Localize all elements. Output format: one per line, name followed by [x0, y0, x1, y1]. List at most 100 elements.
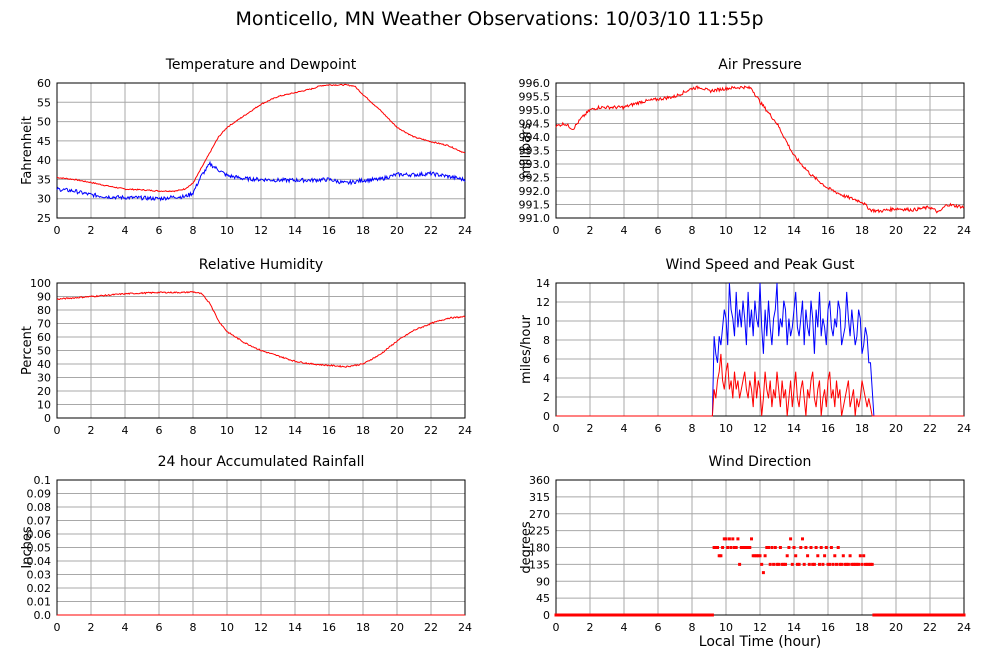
data-point	[722, 537, 726, 541]
y-axis-label: millibars	[519, 123, 534, 179]
data-point	[729, 546, 733, 549]
x-tick-label: 24	[458, 224, 472, 237]
y-axis-label: Fahrenheit	[20, 116, 35, 185]
series-wind-speed	[556, 353, 964, 417]
data-point	[760, 562, 764, 566]
y-axis-label: Percent	[20, 326, 35, 375]
x-tick-label: 16	[322, 424, 336, 437]
data-point	[787, 546, 791, 549]
data-point	[733, 546, 736, 549]
y-axis-label: Inches	[20, 526, 35, 568]
x-tick-label: 8	[190, 424, 197, 437]
data-point	[836, 546, 840, 549]
data-point	[819, 546, 823, 549]
y-tick-label: 45	[37, 135, 51, 148]
data-point	[838, 562, 842, 566]
x-tick-label: 10	[220, 224, 234, 237]
data-point	[770, 546, 774, 549]
x-tick-label: 2	[88, 424, 95, 437]
data-point	[784, 562, 787, 566]
data-point	[818, 562, 821, 566]
plot-frame	[555, 82, 965, 219]
data-point	[814, 546, 818, 549]
x-tick-label: 8	[689, 621, 696, 634]
y-tick-label: 2	[543, 391, 550, 404]
grid	[56, 282, 466, 419]
data-point	[780, 562, 784, 566]
x-tick-label: 16	[821, 422, 835, 435]
data-point	[794, 554, 798, 558]
x-tick-label: 20	[889, 621, 903, 634]
x-tick-label: 22	[424, 621, 438, 634]
x-tick-label: 6	[655, 621, 662, 634]
x-tick-label: 24	[957, 422, 971, 435]
data-point	[768, 562, 772, 566]
data-point	[857, 562, 861, 566]
data-point	[717, 554, 721, 558]
data-point	[763, 554, 767, 558]
data-point	[785, 554, 789, 558]
y-tick-label: 0.08	[27, 501, 52, 514]
data-point	[811, 562, 815, 566]
y-tick-label: 25	[37, 212, 51, 225]
x-tick-label: 16	[821, 621, 835, 634]
y-tick-label: 30	[37, 193, 51, 206]
x-tick-label: 20	[390, 621, 404, 634]
data-point	[863, 562, 867, 566]
chart-title: Wind Direction	[709, 454, 812, 470]
y-axis-label: degrees	[519, 521, 534, 574]
x-tick-label: 18	[356, 621, 370, 634]
y-tick-label: 60	[37, 77, 51, 90]
data-point	[756, 554, 760, 558]
y-tick-label: 90	[536, 575, 550, 588]
data-point	[860, 562, 864, 566]
data-point	[826, 562, 830, 566]
x-tick-label: 8	[689, 422, 696, 435]
data-point	[743, 546, 747, 549]
x-tick-label: 6	[156, 621, 163, 634]
series-relative-humidity	[56, 290, 466, 368]
y-tick-label: 991.0	[519, 212, 551, 225]
x-tick-label: 12	[254, 424, 268, 437]
x-tick-label: 24	[458, 621, 472, 634]
y-tick-label: 12	[536, 296, 550, 309]
y-tick-label: 40	[37, 154, 51, 167]
data-point	[710, 613, 714, 617]
x-tick-label: 10	[220, 621, 234, 634]
y-tick-label: 14	[536, 277, 550, 290]
y-tick-label: 50	[37, 345, 51, 358]
x-tick-label: 8	[190, 224, 197, 237]
y-tick-label: 0.1	[34, 474, 52, 487]
x-tick-label: 24	[458, 424, 472, 437]
data-point	[806, 554, 810, 558]
x-tick-label: 12	[753, 621, 767, 634]
x-tick-label: 0	[54, 621, 61, 634]
y-tick-label: 180	[529, 542, 550, 555]
x-tick-label: 12	[254, 621, 268, 634]
y-tick-label: 270	[529, 508, 550, 521]
data-point	[761, 571, 765, 575]
data-point	[734, 546, 738, 549]
data-point	[829, 546, 833, 549]
x-tick-label: 4	[122, 224, 129, 237]
data-point	[797, 562, 801, 566]
data-point	[816, 554, 820, 558]
y-tick-label: 30	[37, 372, 51, 385]
data-point	[772, 562, 776, 566]
data-point	[855, 562, 859, 566]
data-point	[867, 562, 871, 566]
plot-frame	[555, 479, 965, 616]
series-dewpoint	[56, 160, 466, 202]
data-point	[765, 546, 769, 549]
data-point	[962, 613, 966, 617]
y-tick-label: 0.01	[27, 596, 52, 609]
x-tick-label: 18	[356, 424, 370, 437]
x-tick-label: 4	[621, 422, 628, 435]
x-tick-label: 14	[787, 422, 801, 435]
x-tick-label: 18	[855, 224, 869, 237]
x-tick-label: 4	[122, 621, 129, 634]
y-tick-label: 994.0	[519, 131, 551, 144]
y-tick-label: 80	[37, 304, 51, 317]
x-tick-label: 14	[787, 621, 801, 634]
